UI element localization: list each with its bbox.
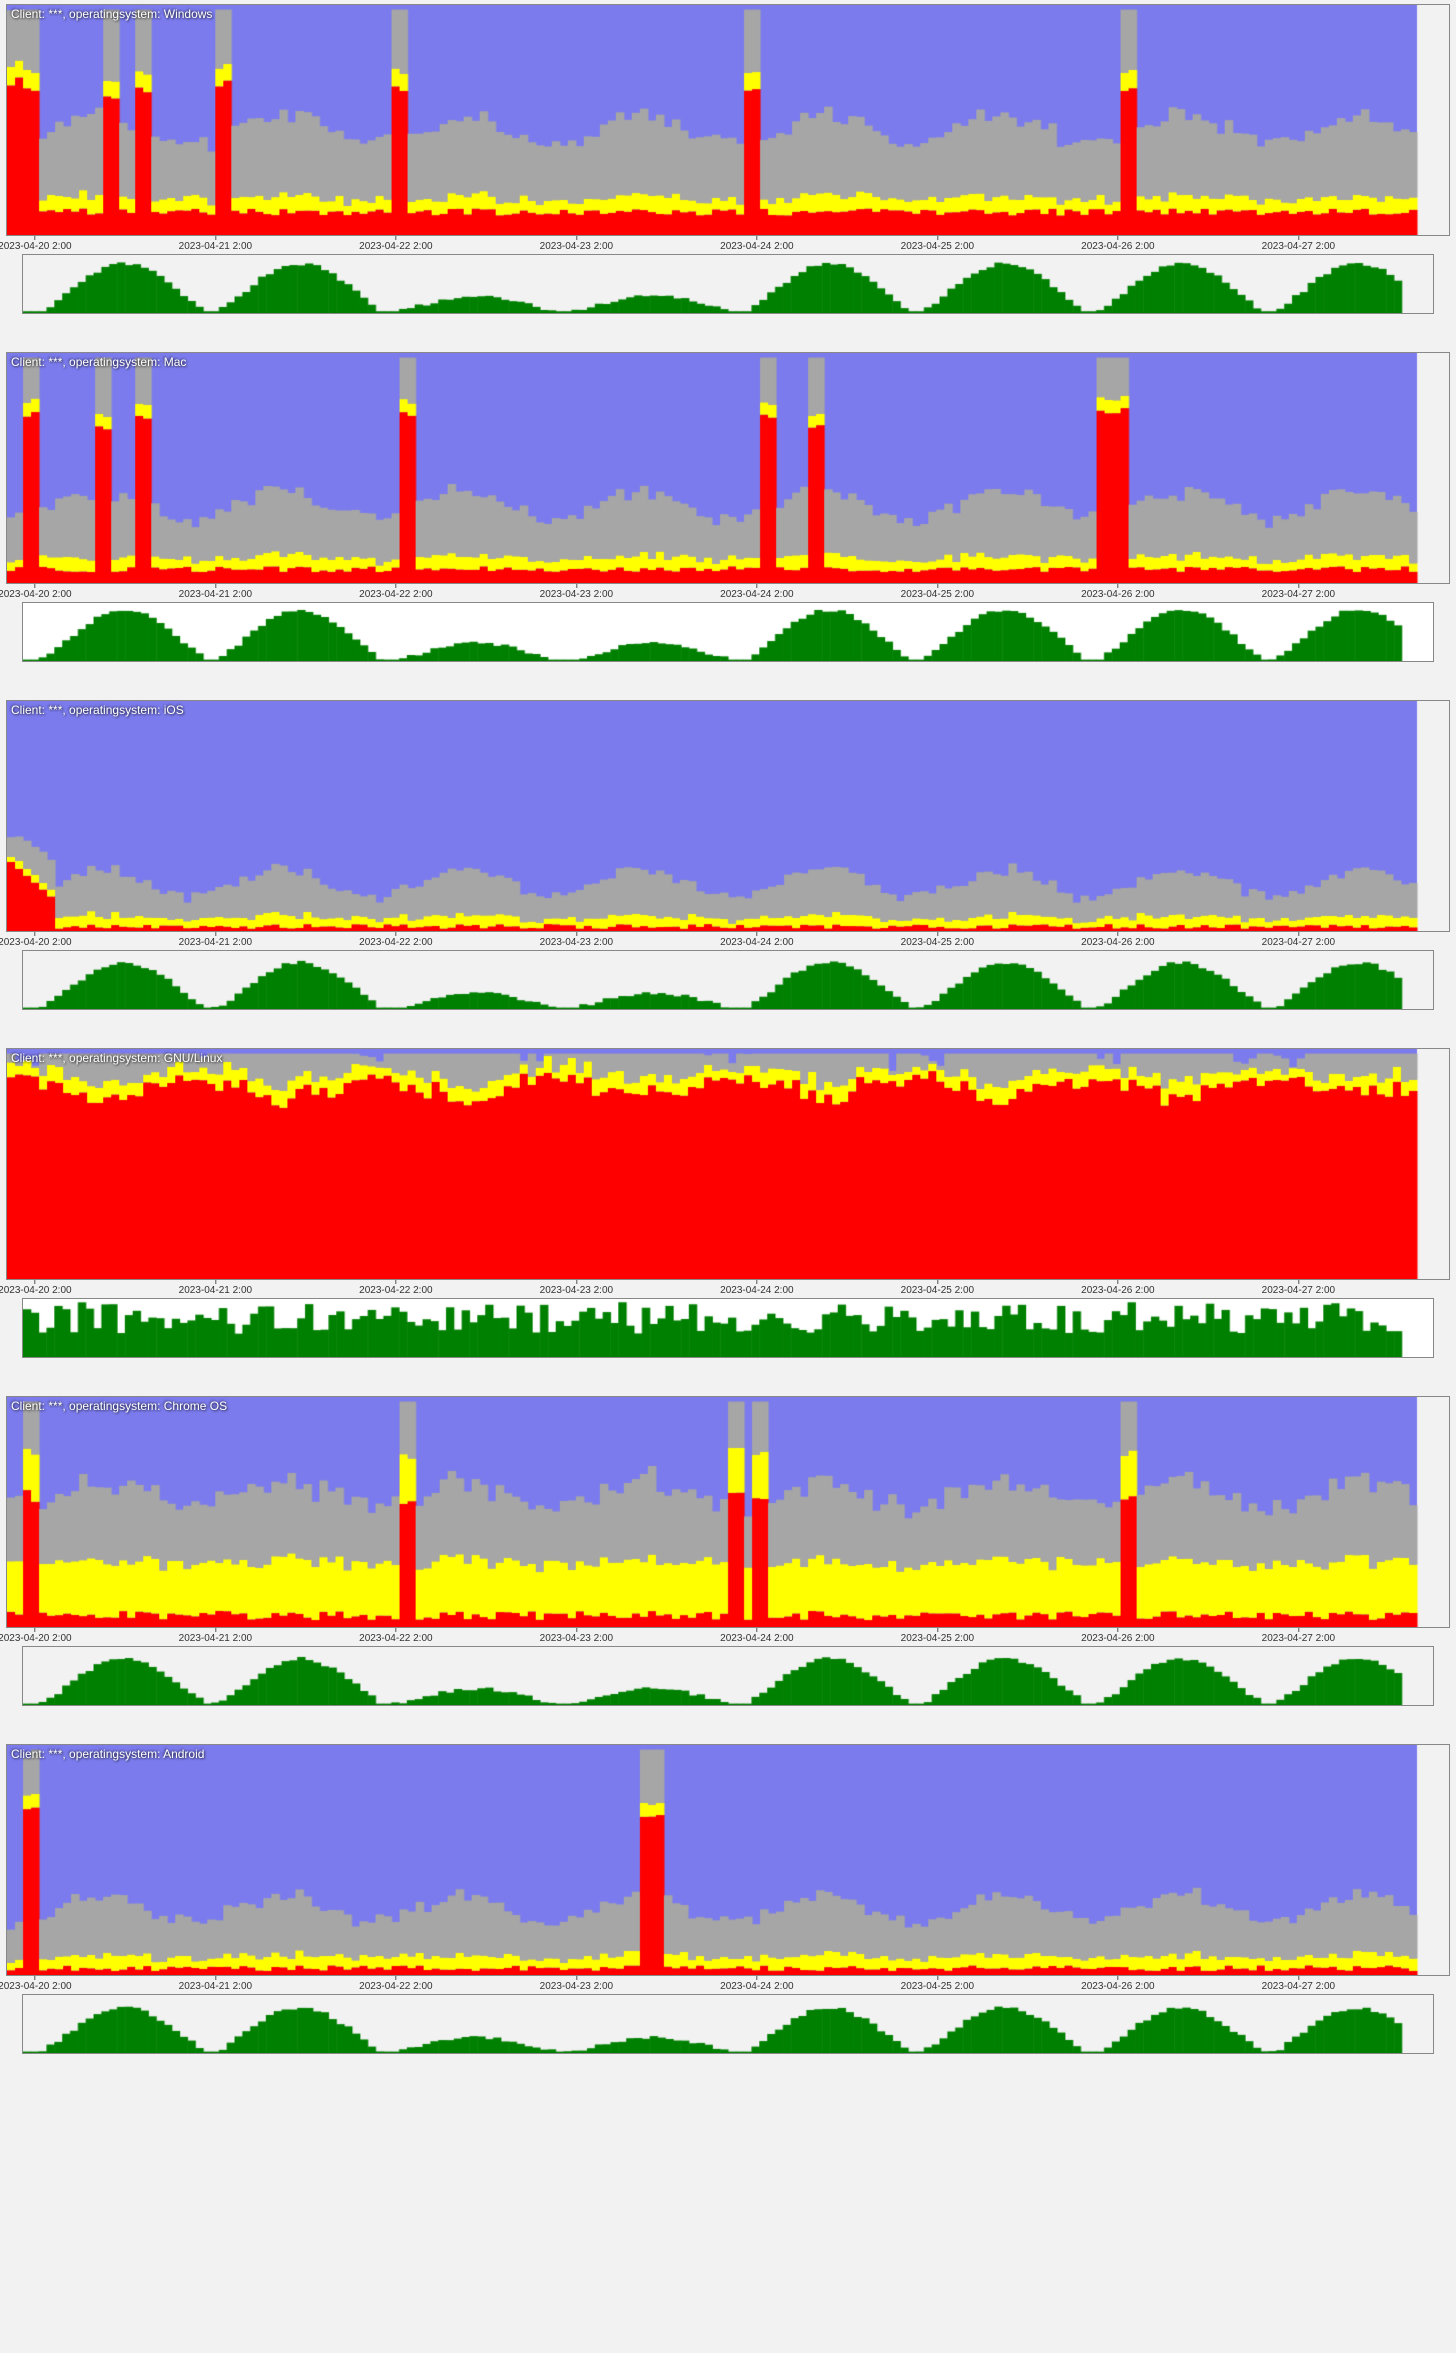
axis-tick: 2023-04-20 2:00 <box>0 1280 72 1296</box>
x-axis: 2023-04-20 2:002023-04-21 2:002023-04-22… <box>6 1976 1450 1992</box>
overview-chart[interactable] <box>22 254 1434 314</box>
axis-tick: 2023-04-27 2:00 <box>1262 584 1335 600</box>
x-axis: 2023-04-20 2:002023-04-21 2:002023-04-22… <box>6 584 1450 600</box>
axis-tick: 2023-04-24 2:00 <box>720 236 793 252</box>
overview-chart[interactable] <box>22 1298 1434 1358</box>
axis-tick: 2023-04-23 2:00 <box>540 1976 613 1992</box>
stacked-chart-canvas <box>7 1397 1449 1627</box>
axis-tick: 2023-04-21 2:00 <box>179 1628 252 1644</box>
axis-tick: 2023-04-25 2:00 <box>901 236 974 252</box>
axis-tick: 2023-04-24 2:00 <box>720 584 793 600</box>
axis-tick: 2023-04-22 2:00 <box>359 1976 432 1992</box>
axis-tick: 2023-04-26 2:00 <box>1081 1976 1154 1992</box>
axis-tick: 2023-04-23 2:00 <box>540 1628 613 1644</box>
stacked-chart-canvas <box>7 5 1449 235</box>
overview-chart-canvas <box>23 1647 1433 1705</box>
stacked-chart[interactable]: Client: ***, operatingsystem: GNU/Linux <box>6 1048 1450 1280</box>
axis-tick: 2023-04-23 2:00 <box>540 1280 613 1296</box>
overview-chart-canvas <box>23 603 1433 661</box>
stacked-chart[interactable]: Client: ***, operatingsystem: iOS <box>6 700 1450 932</box>
axis-tick: 2023-04-20 2:00 <box>0 236 72 252</box>
axis-tick: 2023-04-27 2:00 <box>1262 1976 1335 1992</box>
axis-tick: 2023-04-21 2:00 <box>179 1280 252 1296</box>
axis-tick: 2023-04-20 2:00 <box>0 932 72 948</box>
stacked-chart-canvas <box>7 353 1449 583</box>
axis-tick: 2023-04-23 2:00 <box>540 236 613 252</box>
stacked-chart-canvas <box>7 1049 1449 1279</box>
axis-tick: 2023-04-27 2:00 <box>1262 932 1335 948</box>
overview-chart-canvas <box>23 255 1433 313</box>
axis-tick: 2023-04-21 2:00 <box>179 236 252 252</box>
chart-panel: Client: ***, operatingsystem: Chrome OS2… <box>0 1392 1456 1714</box>
axis-tick: 2023-04-26 2:00 <box>1081 932 1154 948</box>
axis-tick: 2023-04-21 2:00 <box>179 584 252 600</box>
axis-tick: 2023-04-21 2:00 <box>179 1976 252 1992</box>
axis-tick: 2023-04-24 2:00 <box>720 932 793 948</box>
stacked-chart-canvas <box>7 701 1449 931</box>
axis-tick: 2023-04-22 2:00 <box>359 1280 432 1296</box>
overview-chart-canvas <box>23 951 1433 1009</box>
stacked-chart[interactable]: Client: ***, operatingsystem: Android <box>6 1744 1450 1976</box>
axis-tick: 2023-04-25 2:00 <box>901 1280 974 1296</box>
stacked-chart[interactable]: Client: ***, operatingsystem: Mac <box>6 352 1450 584</box>
axis-tick: 2023-04-23 2:00 <box>540 932 613 948</box>
overview-chart[interactable] <box>22 950 1434 1010</box>
axis-tick: 2023-04-20 2:00 <box>0 584 72 600</box>
axis-tick: 2023-04-26 2:00 <box>1081 1280 1154 1296</box>
x-axis: 2023-04-20 2:002023-04-21 2:002023-04-22… <box>6 1280 1450 1296</box>
stacked-chart-canvas <box>7 1745 1449 1975</box>
axis-tick: 2023-04-22 2:00 <box>359 1628 432 1644</box>
axis-tick: 2023-04-27 2:00 <box>1262 236 1335 252</box>
axis-tick: 2023-04-25 2:00 <box>901 584 974 600</box>
chart-panel: Client: ***, operatingsystem: iOS2023-04… <box>0 696 1456 1018</box>
axis-tick: 2023-04-27 2:00 <box>1262 1628 1335 1644</box>
stacked-chart[interactable]: Client: ***, operatingsystem: Windows <box>6 4 1450 236</box>
chart-panel: Client: ***, operatingsystem: GNU/Linux2… <box>0 1044 1456 1366</box>
chart-panel: Client: ***, operatingsystem: Mac2023-04… <box>0 348 1456 670</box>
stacked-chart[interactable]: Client: ***, operatingsystem: Chrome OS <box>6 1396 1450 1628</box>
axis-tick: 2023-04-27 2:00 <box>1262 1280 1335 1296</box>
axis-tick: 2023-04-22 2:00 <box>359 236 432 252</box>
overview-chart[interactable] <box>22 1646 1434 1706</box>
overview-chart[interactable] <box>22 1994 1434 2054</box>
chart-panel: Client: ***, operatingsystem: Android202… <box>0 1740 1456 2062</box>
axis-tick: 2023-04-26 2:00 <box>1081 1628 1154 1644</box>
axis-tick: 2023-04-20 2:00 <box>0 1976 72 1992</box>
x-axis: 2023-04-20 2:002023-04-21 2:002023-04-22… <box>6 932 1450 948</box>
axis-tick: 2023-04-25 2:00 <box>901 1628 974 1644</box>
overview-chart[interactable] <box>22 602 1434 662</box>
axis-tick: 2023-04-24 2:00 <box>720 1976 793 1992</box>
x-axis: 2023-04-20 2:002023-04-21 2:002023-04-22… <box>6 1628 1450 1644</box>
axis-tick: 2023-04-24 2:00 <box>720 1628 793 1644</box>
axis-tick: 2023-04-22 2:00 <box>359 932 432 948</box>
axis-tick: 2023-04-22 2:00 <box>359 584 432 600</box>
axis-tick: 2023-04-23 2:00 <box>540 584 613 600</box>
chart-panel: Client: ***, operatingsystem: Windows202… <box>0 0 1456 322</box>
axis-tick: 2023-04-20 2:00 <box>0 1628 72 1644</box>
x-axis: 2023-04-20 2:002023-04-21 2:002023-04-22… <box>6 236 1450 252</box>
overview-chart-canvas <box>23 1299 1433 1357</box>
axis-tick: 2023-04-25 2:00 <box>901 932 974 948</box>
axis-tick: 2023-04-24 2:00 <box>720 1280 793 1296</box>
axis-tick: 2023-04-25 2:00 <box>901 1976 974 1992</box>
overview-chart-canvas <box>23 1995 1433 2053</box>
axis-tick: 2023-04-26 2:00 <box>1081 584 1154 600</box>
axis-tick: 2023-04-21 2:00 <box>179 932 252 948</box>
axis-tick: 2023-04-26 2:00 <box>1081 236 1154 252</box>
